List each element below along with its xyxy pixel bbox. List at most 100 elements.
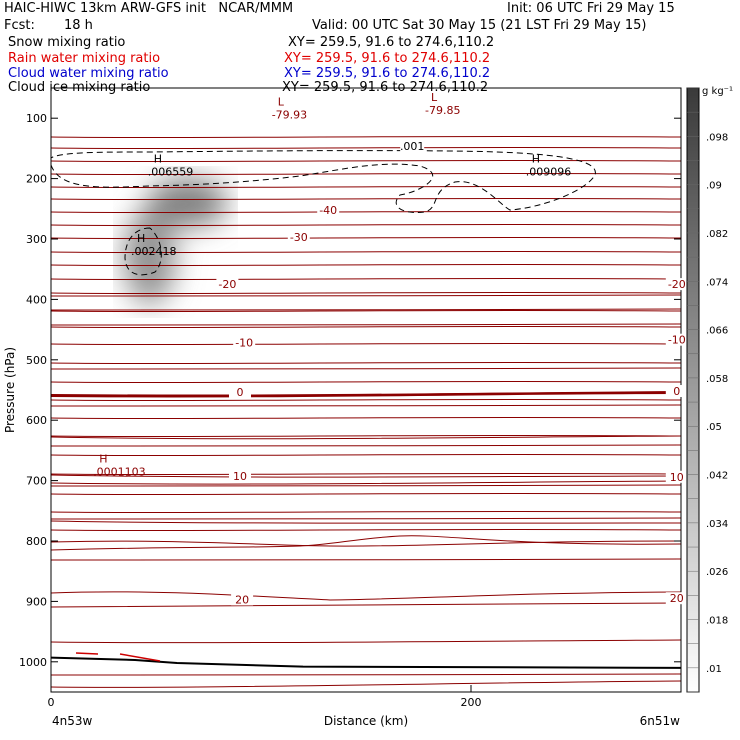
extremum-mark: H (99, 452, 107, 465)
temperature-label: 20 (670, 592, 684, 605)
isotherm-line (51, 444, 681, 447)
legend-snow-xy: XY= 259.5, 91.6 to 274.6,110.2 (288, 35, 495, 50)
legend-rain-xy: XY= 259.5, 91.6 to 274.6,110.2 (284, 51, 491, 66)
extremum-value: .009096 (526, 166, 572, 179)
isotherm-line (51, 172, 681, 176)
label-background (400, 139, 425, 152)
label-background (665, 278, 688, 291)
y-tick-label: 600 (26, 414, 47, 427)
isotherm-line (51, 361, 681, 365)
isotherm-line (51, 398, 681, 402)
colorbar: .01 .018 .026 .034 .042 .05 .058 .066 .074 .082 .0… (686, 86, 733, 693)
isotherm-line (51, 308, 681, 311)
label-background (665, 470, 688, 483)
extremum-mark: H (532, 153, 540, 166)
x-tick-label: 200 (461, 696, 482, 709)
legend-cloud-water-xy: XY= 259.5, 91.6 to 274.6,110.2 (284, 66, 491, 81)
temperature-label: -40 (319, 204, 337, 217)
colorbar-gradient (686, 87, 700, 693)
isotherm-line (51, 480, 681, 485)
temperature-label: 0 (237, 386, 244, 399)
isotherm-line (51, 159, 681, 163)
forecast-hour: 18 h (64, 18, 93, 33)
valid-time: Valid: 00 UTC Sat 30 May 15 (21 LST Fri … (312, 18, 647, 33)
extremum-value: -79.85 (425, 104, 460, 117)
contour-label: .001 (400, 140, 425, 153)
snow-contour (51, 150, 596, 214)
x-tick-label: 0 (48, 696, 55, 709)
isotherm-line (51, 434, 681, 438)
label-background (229, 470, 251, 483)
shading-maximum (147, 178, 228, 227)
isotherm-line (51, 492, 681, 496)
isotherm-line (51, 325, 681, 329)
isotherm-zero-line (51, 392, 681, 398)
isotherm-line (51, 309, 681, 313)
isotherm-line (51, 367, 681, 370)
chart-title: HAIC-HIWC 13km ARW-GFS init NCAR/MMM (4, 1, 294, 16)
plot-frame (50, 87, 682, 693)
isotherm-line (51, 474, 681, 478)
colorbar-unit: g kg⁻¹ (702, 86, 733, 97)
y-tick-label: 900 (26, 595, 47, 608)
isotherm-line (51, 135, 681, 139)
isotherm-line (51, 250, 681, 254)
label-background (665, 592, 688, 605)
shading-blobs (123, 178, 228, 306)
colorbar-tick-label: .018 (706, 616, 728, 627)
isotherm-line (51, 520, 681, 524)
isotherm-line (51, 517, 681, 520)
terrain-line (51, 652, 681, 669)
extremum-value: -79.93 (272, 108, 307, 121)
isotherm-line (51, 146, 681, 150)
isotherm-line (51, 639, 681, 644)
extremum-value: .0001103 (93, 465, 146, 478)
isotherm-line (51, 197, 681, 201)
isotherm-line (51, 680, 681, 688)
label-background (665, 333, 688, 346)
y-tick-label: 300 (26, 233, 47, 246)
extremum-mark: L (278, 95, 285, 108)
forecast-label: Fcst: (4, 18, 35, 33)
isotherm-line (51, 263, 681, 267)
rain-contour (75, 652, 161, 662)
temperature-contours (51, 135, 681, 688)
colorbar-tick-label: .058 (706, 374, 728, 385)
isotherm-line (51, 673, 681, 676)
y-axis-title: Pressure (hPa) (3, 347, 17, 433)
extremum-mark: H (154, 153, 162, 166)
extremum-mark: H (137, 232, 145, 245)
isotherm-line (51, 484, 681, 487)
legend-snow: Snow mixing ratio (8, 35, 126, 50)
ice-contour (124, 227, 162, 276)
temperature-label: -20 (668, 278, 686, 291)
label-background (317, 203, 340, 216)
temperature-label: -20 (218, 278, 236, 291)
temperature-label: -10 (235, 337, 253, 350)
temperature-label: 10 (233, 470, 247, 483)
isotherm-line (51, 510, 681, 514)
isotherm-line (51, 323, 681, 326)
isotherm-line (51, 416, 681, 420)
colorbar-tick-label: .01 (706, 664, 722, 675)
isotherm-line (51, 435, 681, 440)
temperature-label: 10 (670, 471, 684, 484)
y-tick-label: 700 (26, 475, 47, 488)
y-tick-label: 400 (26, 293, 47, 306)
extremum-value: .006559 (148, 166, 194, 179)
isotherm-line (51, 236, 681, 240)
right-end-label: 6n51w (640, 714, 681, 728)
isotherm-line (51, 591, 681, 601)
label-background (287, 231, 310, 243)
extremum-mark: L (431, 91, 438, 104)
y-tick-label: 200 (26, 173, 47, 186)
isotherm-line (51, 223, 681, 227)
y-tick-label: 100 (26, 112, 47, 125)
isotherm-line (51, 453, 681, 457)
isotherm-line (51, 294, 681, 297)
y-tick-label: 1000 (19, 656, 47, 669)
isotherm-line (51, 602, 681, 608)
